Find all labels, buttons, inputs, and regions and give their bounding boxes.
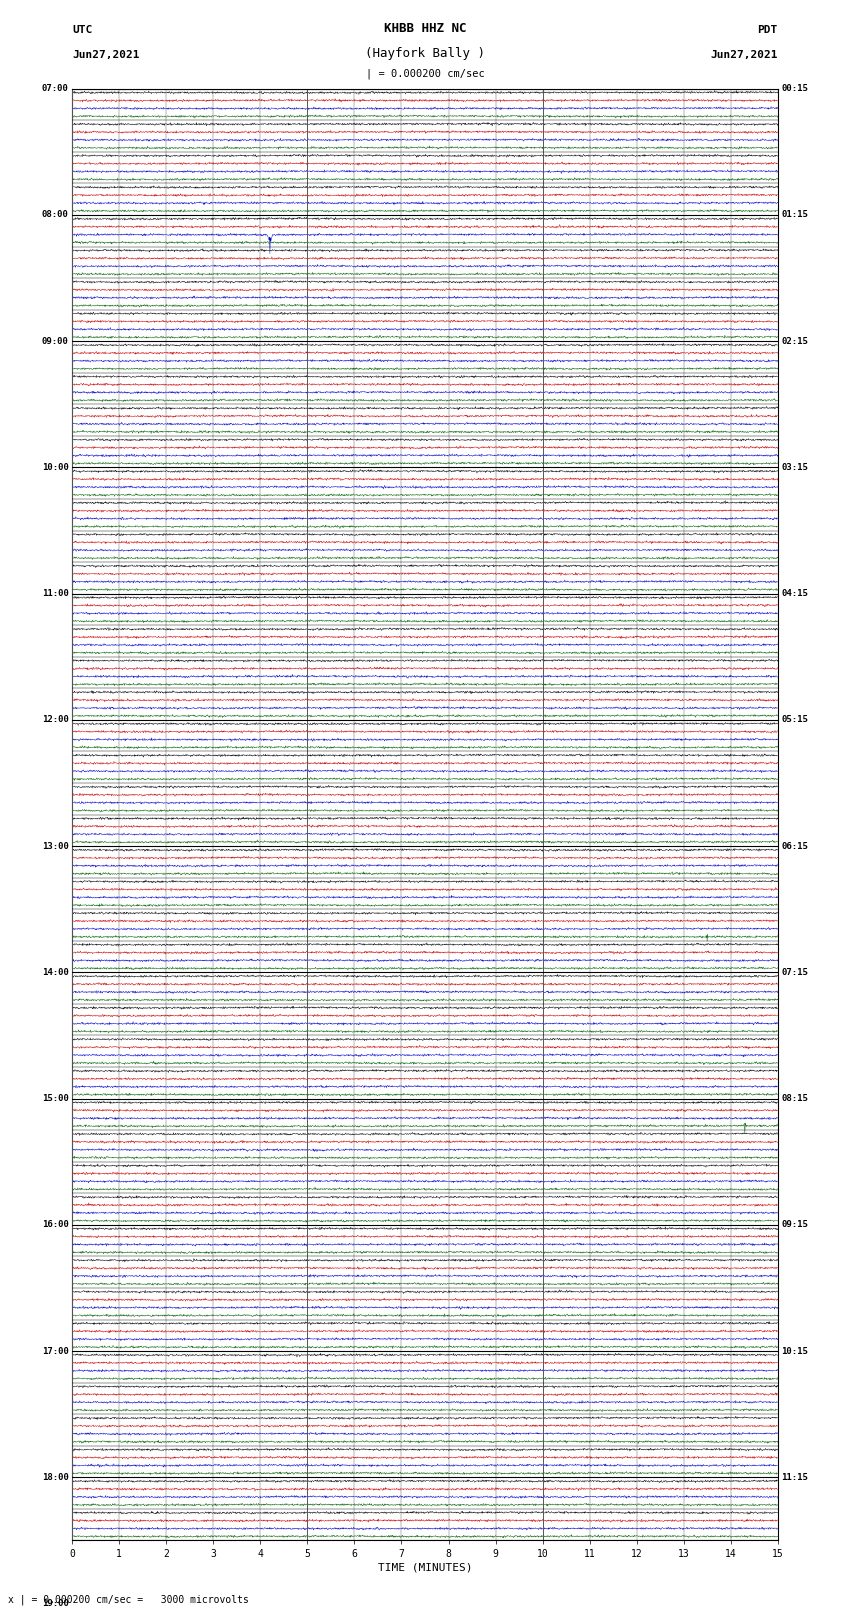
Text: (Hayfork Bally ): (Hayfork Bally )	[365, 47, 485, 60]
Text: 03:15: 03:15	[781, 463, 808, 473]
Text: 05:15: 05:15	[781, 716, 808, 724]
Text: 07:00: 07:00	[42, 84, 69, 94]
Text: 12:00: 12:00	[42, 716, 69, 724]
Text: 02:15: 02:15	[781, 337, 808, 345]
Text: UTC: UTC	[72, 26, 93, 35]
Text: 08:15: 08:15	[781, 1094, 808, 1103]
Text: 10:00: 10:00	[42, 463, 69, 473]
Text: 06:15: 06:15	[781, 842, 808, 850]
Text: Jun27,2021: Jun27,2021	[711, 50, 778, 60]
Text: 09:00: 09:00	[42, 337, 69, 345]
Text: PDT: PDT	[757, 26, 778, 35]
Text: 18:00: 18:00	[42, 1473, 69, 1482]
Text: 09:15: 09:15	[781, 1221, 808, 1229]
Text: x | = 0.000200 cm/sec =   3000 microvolts: x | = 0.000200 cm/sec = 3000 microvolts	[8, 1594, 249, 1605]
Text: 04:15: 04:15	[781, 589, 808, 598]
Text: 01:15: 01:15	[781, 210, 808, 219]
Text: 14:00: 14:00	[42, 968, 69, 977]
Text: 11:15: 11:15	[781, 1473, 808, 1482]
Text: 17:00: 17:00	[42, 1347, 69, 1355]
Text: 00:15: 00:15	[781, 84, 808, 94]
X-axis label: TIME (MINUTES): TIME (MINUTES)	[377, 1563, 473, 1573]
Text: 15:00: 15:00	[42, 1094, 69, 1103]
Text: | = 0.000200 cm/sec: | = 0.000200 cm/sec	[366, 68, 484, 79]
Text: 10:15: 10:15	[781, 1347, 808, 1355]
Text: Jun27,2021: Jun27,2021	[72, 50, 139, 60]
Text: 19:00: 19:00	[42, 1598, 69, 1608]
Text: 11:00: 11:00	[42, 589, 69, 598]
Text: KHBB HHZ NC: KHBB HHZ NC	[383, 23, 467, 35]
Text: 16:00: 16:00	[42, 1221, 69, 1229]
Text: 08:00: 08:00	[42, 210, 69, 219]
Text: 13:00: 13:00	[42, 842, 69, 850]
Text: 07:15: 07:15	[781, 968, 808, 977]
